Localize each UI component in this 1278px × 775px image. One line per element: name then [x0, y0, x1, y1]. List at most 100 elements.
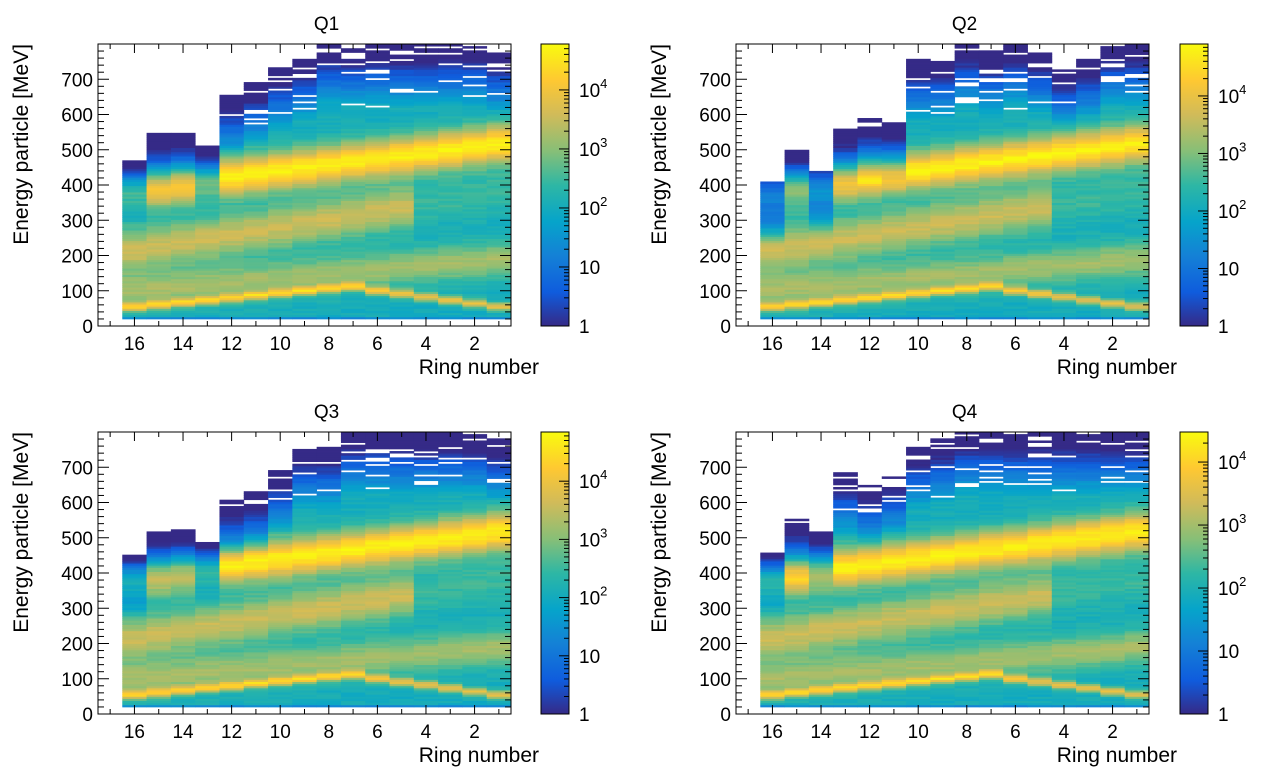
heatmap-cell	[219, 302, 245, 305]
heatmap-cell	[857, 200, 883, 204]
heatmap-cell	[340, 285, 366, 288]
heatmap-cell	[292, 274, 318, 278]
heatmap-cell	[1051, 192, 1077, 195]
heatmap-cell	[340, 274, 366, 278]
heatmap-cell	[146, 607, 172, 611]
heatmap-cell	[365, 446, 390, 450]
heatmap-cell	[1003, 170, 1028, 174]
heatmap-cell	[122, 192, 147, 195]
heatmap-cell	[930, 232, 956, 235]
heatmap-cell	[930, 122, 956, 125]
heatmap-cell	[1027, 149, 1053, 153]
heatmap-cell	[978, 86, 1004, 89]
heatmap-cell	[340, 668, 366, 672]
heatmap-cell	[219, 592, 245, 596]
heatmap-cell	[389, 67, 415, 70]
heatmap-cell	[122, 582, 147, 585]
heatmap-cell	[462, 109, 488, 113]
heatmap-cell	[1124, 71, 1150, 75]
heatmap-cell	[462, 126, 488, 129]
heatmap-cell	[268, 147, 293, 151]
heatmap-cell	[268, 139, 293, 142]
heatmap-cell	[292, 253, 318, 256]
heatmap-cell	[906, 213, 931, 216]
heatmap-cell	[1027, 151, 1053, 155]
heatmap-cell	[413, 54, 439, 58]
heatmap-cell	[1027, 124, 1053, 127]
heatmap-cell	[438, 149, 463, 153]
heatmap-cell	[292, 266, 318, 269]
heatmap-cell	[365, 455, 390, 458]
heatmap-cell	[1051, 145, 1077, 149]
heatmap-cell	[195, 632, 220, 636]
heatmap-cell	[1100, 249, 1126, 252]
heatmap-cell	[219, 675, 245, 678]
heatmap-cell	[389, 651, 415, 655]
heatmap-cell	[1076, 215, 1101, 218]
heatmap-cell	[1124, 257, 1150, 261]
heatmap-cell	[389, 225, 415, 229]
heatmap-cell	[930, 137, 956, 140]
heatmap-cell	[906, 221, 931, 225]
heatmap-cell	[1124, 107, 1150, 110]
heatmap-cell	[486, 270, 512, 273]
heatmap-cell	[365, 645, 390, 649]
heatmap-cell	[1027, 230, 1053, 233]
heatmap-cell	[760, 242, 785, 246]
heatmap-cell	[292, 96, 318, 100]
heatmap-cell	[833, 187, 858, 191]
heatmap-cell	[389, 115, 415, 119]
heatmap-cell	[268, 177, 293, 180]
heatmap-cell	[365, 283, 390, 286]
heatmap-cell	[365, 660, 390, 663]
heatmap-cell	[243, 643, 269, 647]
heatmap-cell	[195, 552, 220, 556]
heatmap-cell	[195, 257, 220, 261]
heatmap-cell	[1051, 158, 1077, 161]
heatmap-cell	[413, 308, 439, 311]
heatmap-cell	[365, 65, 390, 68]
heatmap-cell	[219, 225, 245, 229]
heatmap-cell	[170, 192, 196, 195]
heatmap-cell	[243, 115, 269, 119]
heatmap-cell	[146, 601, 172, 604]
heatmap-cell	[389, 96, 415, 100]
heatmap-cell	[389, 283, 415, 286]
heatmap-cell	[462, 278, 488, 282]
heatmap-cell	[146, 223, 172, 227]
heatmap-cell	[808, 299, 834, 303]
heatmap-cell	[1076, 120, 1101, 123]
heatmap-cell	[146, 552, 172, 556]
heatmap-cell	[268, 276, 293, 280]
heatmap-cell	[906, 255, 931, 259]
heatmap-cell	[268, 219, 293, 223]
heatmap-cell	[462, 187, 488, 191]
heatmap-cell	[365, 96, 390, 100]
heatmap-cell	[438, 109, 463, 113]
heatmap-cell	[389, 143, 415, 146]
heatmap-cell	[316, 253, 342, 256]
heatmap-cell	[316, 215, 342, 218]
heatmap-cell	[365, 649, 390, 653]
heatmap-cell	[881, 145, 907, 149]
heatmap-cell	[365, 249, 390, 252]
heatmap-cell	[170, 584, 196, 587]
heatmap-cell	[978, 54, 1004, 58]
heatmap-cell	[954, 181, 980, 184]
heatmap-cell	[243, 503, 269, 507]
heatmap-cell	[316, 552, 342, 556]
heatmap-cell	[243, 232, 269, 235]
heatmap-cell	[340, 120, 366, 123]
heatmap-cell	[760, 217, 785, 220]
heatmap-cell	[413, 247, 439, 250]
heatmap-cell	[195, 168, 220, 172]
heatmap-cell	[292, 662, 318, 666]
heatmap-cell	[438, 272, 463, 275]
heatmap-cell	[340, 622, 366, 625]
heatmap-cell	[389, 196, 415, 199]
heatmap-cell	[292, 465, 318, 469]
heatmap-cell	[438, 132, 463, 136]
heatmap-cell	[243, 567, 269, 570]
heatmap-cell	[906, 141, 931, 144]
